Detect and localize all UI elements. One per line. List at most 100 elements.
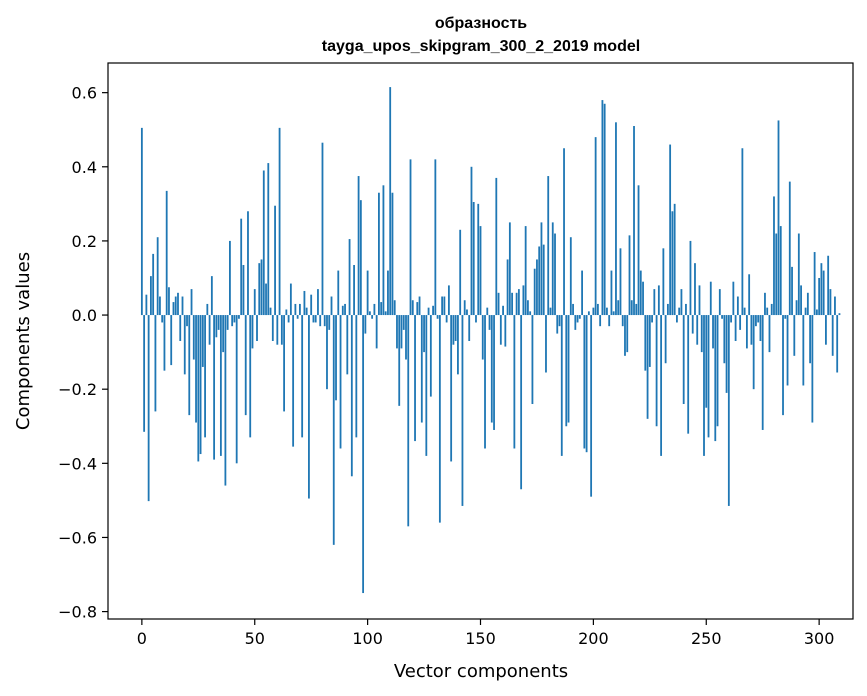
bar xyxy=(800,285,802,316)
bar xyxy=(499,315,502,345)
bar xyxy=(782,315,784,416)
bar xyxy=(289,283,292,316)
bar xyxy=(323,315,326,327)
bar xyxy=(470,166,473,316)
bar xyxy=(373,303,376,316)
bar xyxy=(709,281,712,316)
bar xyxy=(400,315,403,349)
bar xyxy=(226,315,229,330)
bar xyxy=(152,253,155,316)
bar xyxy=(344,303,346,316)
bar xyxy=(244,315,247,416)
bar xyxy=(551,222,554,316)
bar xyxy=(420,315,423,423)
bar xyxy=(292,315,295,447)
bar xyxy=(727,315,730,506)
bar xyxy=(791,266,793,316)
bar xyxy=(416,302,419,316)
bar xyxy=(506,259,509,316)
bar xyxy=(233,315,236,323)
bar xyxy=(834,296,836,316)
y-tick-label: −0.2 xyxy=(58,380,97,399)
bar xyxy=(540,222,543,316)
bar xyxy=(484,315,486,449)
bar xyxy=(238,315,240,319)
bar xyxy=(685,303,687,316)
bar xyxy=(797,233,800,316)
bar xyxy=(170,315,173,366)
bar xyxy=(718,289,721,316)
bar xyxy=(542,244,545,316)
bar xyxy=(806,292,809,316)
bar xyxy=(405,315,407,360)
bar xyxy=(206,303,209,316)
bar xyxy=(687,315,690,434)
x-tick-label: 200 xyxy=(578,629,609,648)
bar xyxy=(181,296,184,316)
bar xyxy=(387,270,389,316)
bar xyxy=(183,315,186,375)
bar xyxy=(310,294,313,316)
x-tick-label: 50 xyxy=(245,629,265,648)
bar xyxy=(804,307,807,316)
bar xyxy=(305,307,308,316)
bar xyxy=(770,303,773,316)
bar xyxy=(362,315,365,594)
bar xyxy=(565,315,568,427)
bar xyxy=(531,315,534,405)
bar xyxy=(391,192,394,316)
bar xyxy=(177,292,179,316)
bar xyxy=(423,315,425,353)
bar xyxy=(657,285,660,316)
bar xyxy=(615,122,617,316)
bar xyxy=(644,315,647,371)
bar xyxy=(242,265,245,316)
bar xyxy=(682,315,685,405)
bar xyxy=(348,239,351,316)
chart-title-line1: образность xyxy=(435,15,527,32)
bar xyxy=(407,315,410,527)
y-tick-label: 0.4 xyxy=(72,158,97,177)
bar xyxy=(653,289,656,316)
bar xyxy=(515,292,518,316)
bar xyxy=(820,263,823,316)
bar xyxy=(466,309,468,316)
bar xyxy=(743,307,746,316)
bar xyxy=(298,303,301,316)
bar xyxy=(190,289,193,316)
bar xyxy=(402,315,405,330)
y-tick-label: 0.2 xyxy=(72,232,97,251)
bar xyxy=(633,126,635,316)
bar xyxy=(813,252,816,316)
bar xyxy=(721,315,723,319)
bar xyxy=(359,200,362,316)
bar xyxy=(283,315,285,412)
bar xyxy=(161,315,164,323)
bar xyxy=(741,148,744,316)
bar xyxy=(154,315,157,412)
bar xyxy=(601,100,604,316)
bar xyxy=(328,315,331,330)
bar xyxy=(486,307,489,316)
bar xyxy=(186,315,188,327)
bar xyxy=(441,296,444,316)
bar xyxy=(707,315,710,438)
bar xyxy=(619,248,622,316)
bar xyxy=(673,203,676,316)
bar xyxy=(475,315,477,323)
bar xyxy=(168,287,170,316)
bar xyxy=(398,315,401,406)
bar xyxy=(199,315,202,455)
bar xyxy=(626,315,629,353)
bar xyxy=(256,315,258,341)
bar xyxy=(355,315,358,438)
bar xyxy=(587,311,590,316)
bar xyxy=(179,315,182,341)
bar xyxy=(554,233,556,316)
bar xyxy=(678,307,681,316)
bar xyxy=(827,255,830,316)
bar xyxy=(477,203,480,316)
x-tick-label: 250 xyxy=(691,629,722,648)
bar xyxy=(764,292,766,316)
